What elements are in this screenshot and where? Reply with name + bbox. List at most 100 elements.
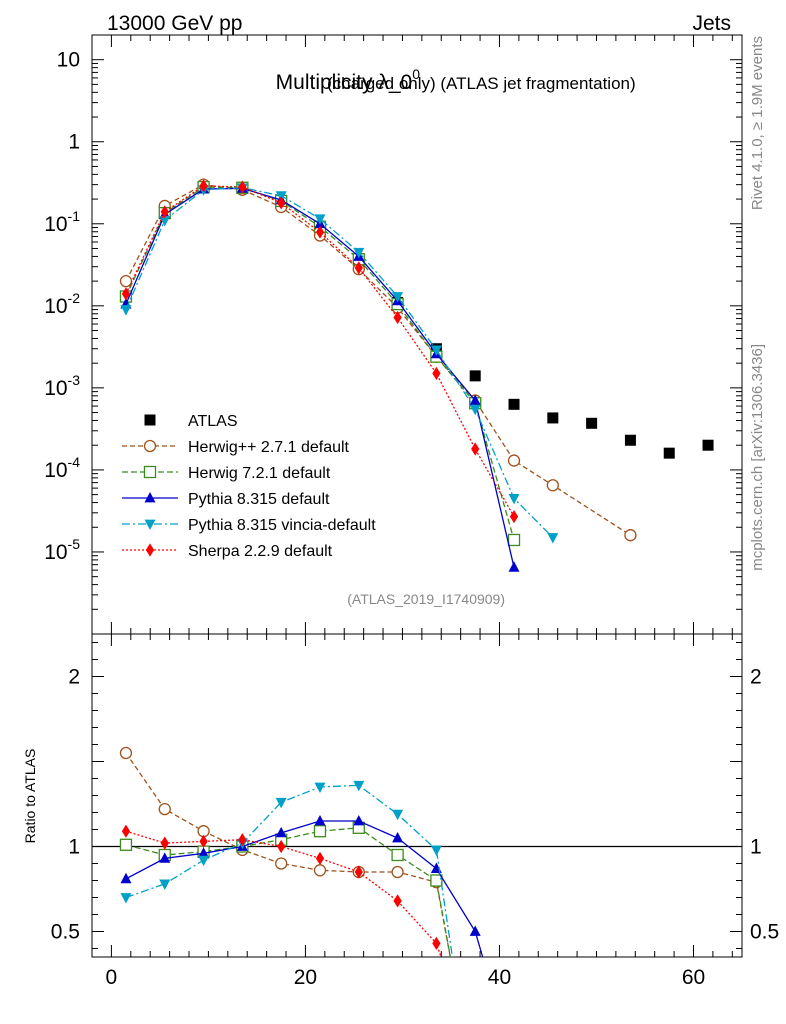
data-point <box>354 261 363 275</box>
ratio-point <box>392 809 404 821</box>
chart-title-superscript: 0 <box>412 66 420 82</box>
ratio-point <box>121 824 131 838</box>
ratio-frame <box>91 633 743 958</box>
ratio-line <box>125 752 451 957</box>
ratio-y-tick-label: 2 <box>68 666 80 689</box>
legend-label: Sherpa 2.2.9 default <box>188 543 333 560</box>
data-point <box>393 310 402 325</box>
tick-base: 10 <box>57 49 80 72</box>
ratio-pythia-8-315-vincia-default <box>120 780 454 957</box>
ratio-point <box>238 833 247 847</box>
legend-item: Sherpa 2.2.9 default <box>122 543 333 560</box>
series-pythia-8-315-vincia-default <box>120 183 559 544</box>
ratio-point <box>198 847 210 858</box>
legend-item: ATLAS <box>144 413 238 430</box>
data-point <box>121 287 131 301</box>
legend-marker <box>145 543 155 557</box>
ratio-point <box>313 864 327 877</box>
data-point <box>507 533 521 547</box>
x-tick-label: 60 <box>682 966 705 989</box>
ratio-y-tick-label: 0.5 <box>51 921 80 944</box>
ratio-y-tick-label-right: 1 <box>750 836 762 859</box>
data-point <box>507 454 521 467</box>
ratio-point <box>393 894 402 908</box>
ratio-point <box>313 825 327 838</box>
data-point <box>392 292 404 303</box>
data-point <box>315 225 325 239</box>
series-layer <box>119 178 714 957</box>
data-point <box>160 205 169 219</box>
data-point <box>277 196 286 210</box>
analysis-id: (ATLAS_2019_I1740909) <box>347 591 505 607</box>
ratio-point <box>432 936 441 950</box>
legend-item: Pythia 8.315 vincia-default <box>122 517 376 534</box>
ratio-point <box>430 845 442 856</box>
main-y-tick-label: 10-4 <box>44 454 80 482</box>
data-point <box>469 404 481 416</box>
data-point <box>353 247 365 259</box>
ratio-point <box>119 838 133 851</box>
legend-label: Pythia 8.315 default <box>188 491 330 508</box>
ratio-point <box>119 746 133 760</box>
data-point <box>432 366 441 381</box>
ratio-point <box>275 857 288 870</box>
data-point <box>238 180 247 194</box>
ratio-herwig-7-2-1-default <box>119 821 452 957</box>
tick-base: 10 <box>44 541 67 564</box>
ratio-y-tick-label-right: 0.5 <box>750 921 779 944</box>
legend-item: Pythia 8.315 default <box>122 491 330 508</box>
ratio-point <box>275 826 287 838</box>
tick-exponent: -3 <box>68 372 81 388</box>
tick-exponent: -5 <box>68 536 81 552</box>
series-herwig-2-7-1-default <box>119 178 637 542</box>
ratio-point <box>159 879 171 890</box>
legend-label: Herwig 7.2.1 default <box>188 465 331 482</box>
data-point <box>702 439 714 451</box>
ratio-point <box>315 851 325 865</box>
ratio-point <box>469 925 481 936</box>
main-y-tick-label: 10-5 <box>44 536 80 564</box>
ratio-point <box>160 836 169 850</box>
ratio-point <box>354 865 363 879</box>
series-line <box>125 185 515 517</box>
ratio-point <box>120 872 132 884</box>
ratio-point <box>199 834 208 848</box>
ratio-point <box>353 780 365 792</box>
data-point <box>624 529 637 542</box>
data-point <box>469 394 481 405</box>
data-point <box>430 345 442 356</box>
main-y-tick-label: 10-3 <box>44 372 80 400</box>
data-point <box>508 398 520 410</box>
tick-base: 10 <box>44 295 67 318</box>
tick-base: 10 <box>44 377 67 400</box>
ratio-sherpa-2-2-9-default <box>121 824 442 957</box>
ratio-point <box>277 839 286 854</box>
legend-marker <box>144 519 156 531</box>
data-point <box>508 561 520 572</box>
legend-item: Herwig 7.2.1 default <box>122 465 331 482</box>
main-y-tick-label: 1 <box>68 131 80 154</box>
ratio-point <box>275 797 287 809</box>
x-tick-label: 20 <box>294 966 317 989</box>
ratio-y-tick-label-right: 2 <box>750 666 762 689</box>
legend-label: Pythia 8.315 vincia-default <box>188 517 376 534</box>
main-y-tick-label: 10-1 <box>44 208 80 236</box>
ratio-line <box>125 830 442 957</box>
chart-title-main: Multiplicity λ_0 <box>276 71 413 94</box>
legend-item: Herwig++ 2.7.1 default <box>122 439 350 456</box>
data-point <box>586 417 598 429</box>
tick-base: 10 <box>44 213 67 236</box>
data-point <box>508 493 520 505</box>
ratio-point <box>314 814 326 826</box>
ratio-point <box>391 865 404 879</box>
tick-exponent: -4 <box>68 454 81 470</box>
tick-base: 10 <box>44 459 67 482</box>
ratio-point <box>198 855 210 867</box>
chart-subtitle: (charged only) (ATLAS jet fragmentation) <box>327 74 636 93</box>
x-tick-label: 40 <box>488 966 511 989</box>
data-point <box>120 305 132 316</box>
data-point <box>509 509 519 524</box>
ratio-point <box>314 782 326 794</box>
